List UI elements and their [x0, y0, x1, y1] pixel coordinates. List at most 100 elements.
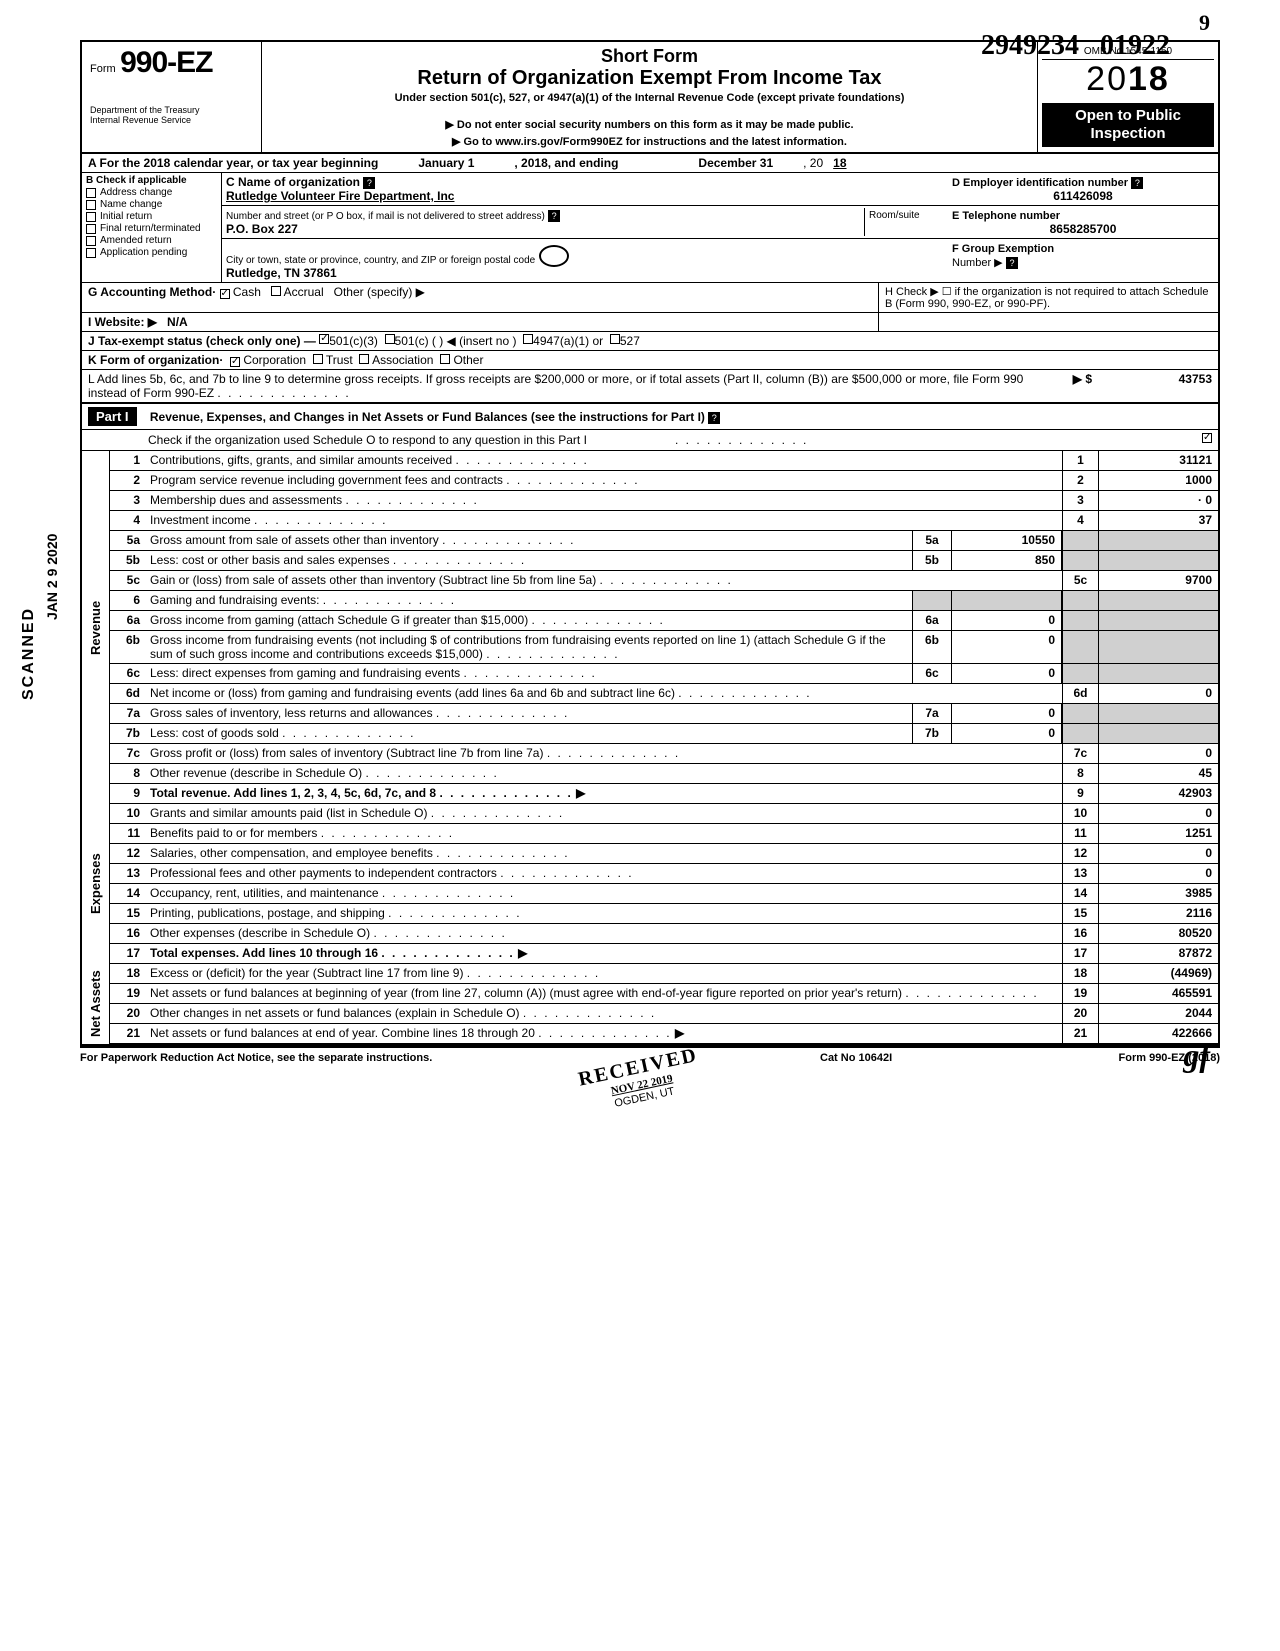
title-box: Short Form Return of Organization Exempt… — [262, 42, 1038, 152]
line-num: 10 — [110, 804, 146, 823]
form-number: 990-EZ — [120, 46, 212, 79]
line-num: 5a — [110, 531, 146, 550]
line-num: 5b — [110, 551, 146, 570]
sub-value: 0 — [952, 704, 1062, 723]
line-desc: Benefits paid to or for members — [146, 824, 1062, 843]
title-note: ▶ Do not enter social security numbers o… — [270, 118, 1029, 131]
ein-value: 611426098 — [952, 189, 1214, 203]
line-g-label: G Accounting Method· — [88, 285, 216, 299]
line-desc: Investment income — [146, 511, 1062, 530]
line-desc: Gross profit or (loss) from sales of inv… — [146, 744, 1062, 763]
accrual-checkbox[interactable] — [271, 286, 281, 296]
help-icon[interactable]: ? — [708, 412, 720, 424]
dept-label: Department of the Treasury Internal Reve… — [90, 106, 253, 126]
amt-num: 9 — [1062, 784, 1098, 803]
line-num: 8 — [110, 764, 146, 783]
amt-value: 0 — [1098, 864, 1218, 883]
line-a-begin: January 1 — [418, 156, 474, 170]
amt-value: (44969) — [1098, 964, 1218, 983]
form-type-checkbox[interactable] — [440, 354, 450, 364]
amt-value: 1251 — [1098, 824, 1218, 843]
amt-num-grey — [1062, 664, 1098, 683]
line-14: 14Occupancy, rent, utilities, and mainte… — [110, 884, 1218, 904]
line-desc: Gain or (loss) from sale of assets other… — [146, 571, 1062, 590]
checkbox[interactable] — [86, 224, 96, 234]
sub-value: 0 — [952, 611, 1062, 630]
line-num: 20 — [110, 1004, 146, 1023]
checkbox[interactable] — [86, 236, 96, 246]
line-desc: Other revenue (describe in Schedule O) — [146, 764, 1062, 783]
line-j: J Tax-exempt status (check only one) — 5… — [80, 332, 1220, 351]
check-label: Initial return — [100, 211, 152, 222]
schedule-o-checkbox[interactable] — [1202, 433, 1212, 443]
line-num: 16 — [110, 924, 146, 943]
year-bold: 18 — [1128, 60, 1170, 98]
line-3: 3Membership dues and assessments 3· 0 — [110, 491, 1218, 511]
name-address-column: C Name of organization ? Rutledge Volunt… — [222, 173, 948, 282]
line-6d: 6dNet income or (loss) from gaming and f… — [110, 684, 1218, 704]
section-side-label: Revenue — [82, 451, 110, 804]
amt-num: 3 — [1062, 491, 1098, 510]
help-icon[interactable]: ? — [1131, 177, 1143, 189]
line-21: 21Net assets or fund balances at end of … — [110, 1024, 1218, 1044]
sub-grey — [952, 591, 1062, 610]
line-a-label: A For the 2018 calendar year, or tax yea… — [88, 156, 378, 170]
amt-num: 19 — [1062, 984, 1098, 1003]
form-body: Revenue1Contributions, gifts, grants, an… — [80, 451, 1220, 1046]
amt-grey — [1098, 664, 1218, 683]
form-type-checkbox[interactable] — [313, 354, 323, 364]
help-icon[interactable]: ? — [548, 210, 560, 222]
form-type-checkbox[interactable] — [230, 357, 240, 367]
check-item: Initial return — [86, 211, 217, 222]
line-15: 15Printing, publications, postage, and s… — [110, 904, 1218, 924]
sub-num: 6c — [912, 664, 952, 683]
line-a-end-year: 18 — [833, 156, 846, 170]
amt-value: 0 — [1098, 744, 1218, 763]
line-b-label: B Check if applicable — [86, 175, 217, 186]
amt-num: 15 — [1062, 904, 1098, 923]
line-desc: Net assets or fund balances at beginning… — [146, 984, 1062, 1003]
4947-checkbox[interactable] — [523, 334, 533, 344]
amt-value: 3985 — [1098, 884, 1218, 903]
opt-501c3: 501(c)(3) — [329, 334, 378, 348]
line-num: 11 — [110, 824, 146, 843]
line-num: 6c — [110, 664, 146, 683]
form-type-checkbox[interactable] — [359, 354, 369, 364]
line-4: 4Investment income 437 — [110, 511, 1218, 531]
checkbox[interactable] — [86, 188, 96, 198]
title-main: Return of Organization Exempt From Incom… — [270, 67, 1029, 90]
line-desc: Less: cost or other basis and sales expe… — [146, 551, 912, 570]
part1-check-row: Check if the organization used Schedule … — [80, 430, 1220, 451]
amt-value: · 0 — [1098, 491, 1218, 510]
line-num: 7b — [110, 724, 146, 743]
opt-501c: 501(c) ( ) ◀ (insert no ) — [395, 334, 517, 348]
line-num: 14 — [110, 884, 146, 903]
527-checkbox[interactable] — [610, 334, 620, 344]
form-type-label: Other — [453, 353, 483, 367]
amt-num: 1 — [1062, 451, 1098, 470]
sub-value: 10550 — [952, 531, 1062, 550]
amt-num: 14 — [1062, 884, 1098, 903]
501c3-checkbox[interactable] — [319, 334, 329, 344]
help-icon[interactable]: ? — [363, 177, 375, 189]
help-icon[interactable]: ? — [1006, 257, 1018, 269]
amt-grey — [1098, 551, 1218, 570]
checkbox[interactable] — [86, 248, 96, 258]
cash-checkbox[interactable] — [220, 289, 230, 299]
amt-num: 20 — [1062, 1004, 1098, 1023]
checkbox[interactable] — [86, 200, 96, 210]
line-20: 20Other changes in net assets or fund ba… — [110, 1004, 1218, 1024]
line-desc: Gross income from fundraising events (no… — [146, 631, 912, 663]
line-desc: Net assets or fund balances at end of ye… — [146, 1024, 1062, 1043]
line-desc: Other expenses (describe in Schedule O) — [146, 924, 1062, 943]
line-num: 5c — [110, 571, 146, 590]
501c-checkbox[interactable] — [385, 334, 395, 344]
line-7a: 7aGross sales of inventory, less returns… — [110, 704, 1218, 724]
amt-grey — [1098, 531, 1218, 550]
line-i: I Website: ▶ N/A — [80, 313, 1220, 332]
amt-num-grey — [1062, 531, 1098, 550]
checkbox[interactable] — [86, 212, 96, 222]
form-type-label: Trust — [326, 353, 353, 367]
line-l-arrow: ▶ $ — [1032, 372, 1092, 400]
line-5a: 5aGross amount from sale of assets other… — [110, 531, 1218, 551]
